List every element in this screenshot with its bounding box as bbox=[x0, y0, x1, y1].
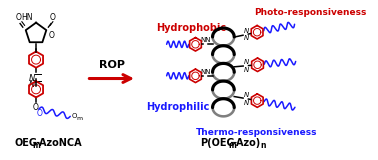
Text: NN: NN bbox=[200, 37, 211, 43]
Text: O: O bbox=[72, 113, 77, 119]
Text: n: n bbox=[260, 141, 266, 150]
Text: m: m bbox=[77, 116, 83, 121]
Text: Hydrophobic: Hydrophobic bbox=[156, 23, 226, 33]
Text: O: O bbox=[49, 31, 54, 40]
Text: N: N bbox=[28, 74, 35, 83]
Text: O: O bbox=[37, 109, 43, 118]
Text: O: O bbox=[15, 13, 21, 22]
Text: N: N bbox=[28, 80, 35, 89]
Text: N: N bbox=[244, 67, 249, 73]
Text: N: N bbox=[244, 92, 249, 98]
Text: P(OEG: P(OEG bbox=[200, 138, 234, 148]
Text: N: N bbox=[244, 59, 249, 65]
Text: Photo-responsiveness: Photo-responsiveness bbox=[254, 8, 366, 17]
Text: m: m bbox=[228, 141, 236, 150]
Text: N: N bbox=[244, 35, 249, 41]
Text: O: O bbox=[50, 13, 56, 22]
Text: -AzoNCA: -AzoNCA bbox=[35, 138, 82, 148]
Text: O: O bbox=[33, 103, 39, 112]
Text: -Azo): -Azo) bbox=[232, 138, 261, 148]
Text: m: m bbox=[33, 141, 40, 150]
Text: N: N bbox=[244, 28, 249, 34]
Text: Hydrophilic: Hydrophilic bbox=[146, 102, 209, 112]
Text: OEG: OEG bbox=[14, 138, 37, 148]
Text: N: N bbox=[244, 100, 249, 106]
Text: HN: HN bbox=[21, 13, 33, 22]
Text: NN: NN bbox=[200, 69, 211, 75]
Text: ROP: ROP bbox=[99, 60, 125, 70]
Text: Thermo-responsiveness: Thermo-responsiveness bbox=[196, 128, 318, 137]
FancyArrowPatch shape bbox=[89, 75, 131, 82]
